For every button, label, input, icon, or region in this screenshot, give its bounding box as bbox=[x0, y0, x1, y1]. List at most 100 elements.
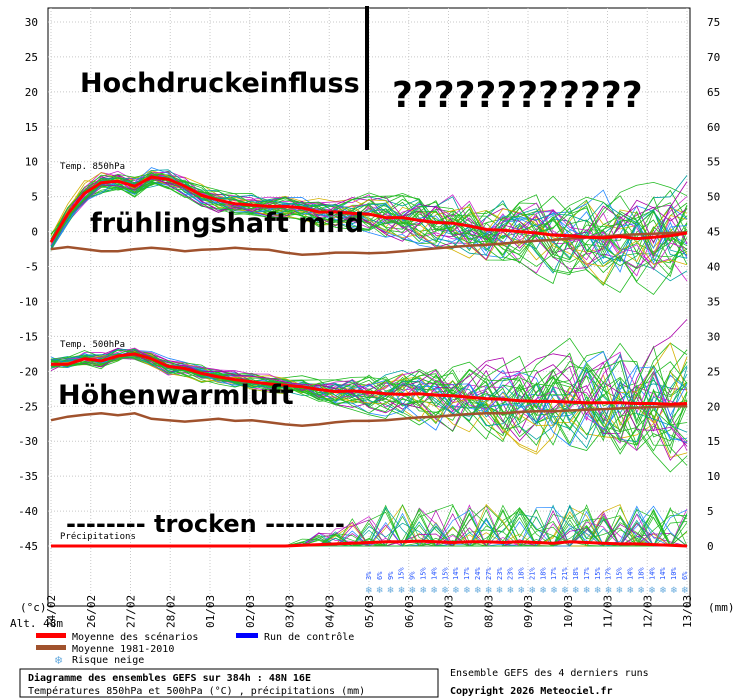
x-tick: 13/03 bbox=[681, 595, 694, 628]
snow-risk-label: 18% bbox=[539, 567, 547, 580]
snowflake-icon: ❄ bbox=[419, 585, 427, 595]
series-lines bbox=[49, 175, 688, 548]
annotation-hoehen: Höhenwarmluft bbox=[58, 380, 294, 411]
panel-label-precip: Précipitations bbox=[60, 531, 136, 542]
footer-ensemble: Ensemble GEFS des 4 derniers runs bbox=[450, 668, 649, 679]
snowflake-icon: ❄ bbox=[430, 585, 438, 595]
x-tick: 08/03 bbox=[482, 595, 495, 628]
ensemble-member-500 bbox=[50, 337, 688, 430]
y-left-tick: -5 bbox=[25, 261, 38, 274]
snow-risk-label: 17% bbox=[583, 567, 591, 580]
snowflake-icon: ❄ bbox=[387, 585, 395, 595]
y-left-tick: 15 bbox=[25, 121, 38, 134]
y-left-tick: -35 bbox=[18, 470, 38, 483]
snowflake-icon: ❄ bbox=[659, 585, 667, 595]
snowflake-icon: ❄ bbox=[398, 585, 406, 595]
snowflake-icon: ❄ bbox=[670, 585, 678, 595]
legend: Moyenne des scénarios Moyenne 1981-2010 … bbox=[36, 631, 354, 667]
snow-risk-label: 21% bbox=[561, 567, 569, 580]
legend-label-clim: Moyenne 1981-2010 bbox=[72, 644, 174, 655]
snowflake-icon: ❄ bbox=[561, 585, 569, 595]
legend-label-mean: Moyenne des scénarios bbox=[72, 631, 198, 643]
x-tick: 06/03 bbox=[403, 595, 416, 628]
snowflake-icon: ❄ bbox=[441, 585, 449, 595]
clim-line-500 bbox=[50, 405, 687, 428]
snow-risk-label: 23% bbox=[496, 567, 504, 580]
y-right-tick: 35 bbox=[707, 295, 720, 308]
y-right-tick: 5 bbox=[707, 505, 714, 518]
legend-swatch-control bbox=[236, 633, 258, 638]
y-left-tick: 25 bbox=[25, 51, 38, 64]
footer-title: Diagramme des ensembles GEFS sur 384h : … bbox=[28, 672, 311, 684]
legend-swatch-clim bbox=[36, 645, 66, 650]
annotation-hochdruck: Hochdruckeinfluss bbox=[80, 68, 360, 99]
snowflake-icon: ❄ bbox=[452, 585, 460, 595]
snow-risk-label: 17% bbox=[605, 567, 613, 580]
panel-label-850: Temp. 850hPa bbox=[60, 162, 125, 172]
snowflake-icon: ❄ bbox=[539, 585, 547, 595]
y-left-tick: -30 bbox=[18, 435, 38, 448]
footer-box bbox=[19, 668, 439, 698]
y-left-tick: -20 bbox=[18, 365, 38, 378]
y-right-tick: 50 bbox=[707, 191, 720, 204]
snow-risk-label: 15% bbox=[419, 567, 427, 580]
annotation-divider bbox=[365, 6, 369, 150]
snowflake-icon: ❄ bbox=[528, 585, 536, 595]
ensemble-member-850 bbox=[50, 175, 688, 273]
snow-risk-label: 17% bbox=[550, 567, 558, 580]
snow-risk-label: 15% bbox=[616, 567, 624, 580]
annotation-mild: frühlingshaft mild bbox=[90, 208, 364, 239]
y-left-tick: -25 bbox=[18, 400, 38, 413]
y-right-tick: 65 bbox=[707, 86, 720, 99]
y-right-tick: 15 bbox=[707, 435, 720, 448]
x-tick: 09/03 bbox=[522, 595, 535, 628]
snowflake-icon: ❄ bbox=[627, 585, 635, 595]
snow-risk-label: 6% bbox=[376, 571, 384, 580]
snowflake-icon: ❄ bbox=[365, 585, 373, 595]
snow-risk-label: 18% bbox=[637, 567, 645, 580]
snowflake-icon: ❄ bbox=[409, 585, 417, 595]
snow-risk-label: 14% bbox=[430, 567, 438, 580]
snow-risk-label: 18% bbox=[518, 567, 526, 580]
snowflake-icon: ❄ bbox=[550, 585, 558, 595]
x-tick: 02/03 bbox=[244, 595, 257, 628]
snow-risk-label: 24% bbox=[474, 567, 482, 580]
legend-label-snow: Risque neige bbox=[72, 655, 144, 666]
snow-risk-label: 15% bbox=[398, 567, 406, 580]
snow-risk-label: 14% bbox=[452, 567, 460, 580]
footer-subtitle: Températures 850hPa et 500hPa (°C) , pré… bbox=[28, 685, 365, 697]
y-left-tick: -10 bbox=[18, 295, 38, 308]
snowflake-icon: ❄ bbox=[463, 585, 471, 595]
ensemble-member-500 bbox=[50, 353, 688, 453]
y-right-tick: 20 bbox=[707, 400, 720, 413]
ensemble-member-850 bbox=[50, 178, 688, 261]
x-tick: 03/03 bbox=[284, 595, 297, 628]
y-left-tick: 0 bbox=[31, 226, 38, 239]
y-right-tick: 40 bbox=[707, 261, 720, 274]
snow-risk-label: 27% bbox=[485, 567, 493, 580]
snow-risk-label: 17% bbox=[463, 567, 471, 580]
y-right-tick: 70 bbox=[707, 51, 720, 64]
legend-swatch-mean bbox=[36, 633, 66, 638]
snowflake-icon: ❄ bbox=[637, 585, 645, 595]
x-tick: 07/03 bbox=[443, 595, 456, 628]
ensemble-member-850 bbox=[50, 173, 688, 294]
snowflake-icon: ❄ bbox=[616, 585, 624, 595]
mean-line-500 bbox=[51, 352, 688, 406]
y-right-tick: 0 bbox=[707, 540, 714, 553]
snowflake-icon: ❄ bbox=[474, 585, 482, 595]
panel-label-500: Temp. 500hPa bbox=[60, 340, 125, 350]
annotation-trocken: -------- trocken -------- bbox=[66, 510, 345, 538]
snow-risk-label: 6% bbox=[681, 571, 689, 580]
alt-label: Alt. 48m bbox=[10, 617, 63, 630]
snow-risk-label: 9% bbox=[409, 571, 417, 580]
x-tick: 05/03 bbox=[363, 595, 376, 628]
snowflake-icon: ❄ bbox=[496, 585, 504, 595]
x-tick: 04/03 bbox=[323, 595, 336, 628]
snow-risk-label: 21% bbox=[528, 567, 536, 580]
left-unit-label: (°c) bbox=[20, 601, 47, 614]
snow-risk-label: 3% bbox=[365, 571, 373, 580]
y-right-tick: 55 bbox=[707, 156, 720, 169]
